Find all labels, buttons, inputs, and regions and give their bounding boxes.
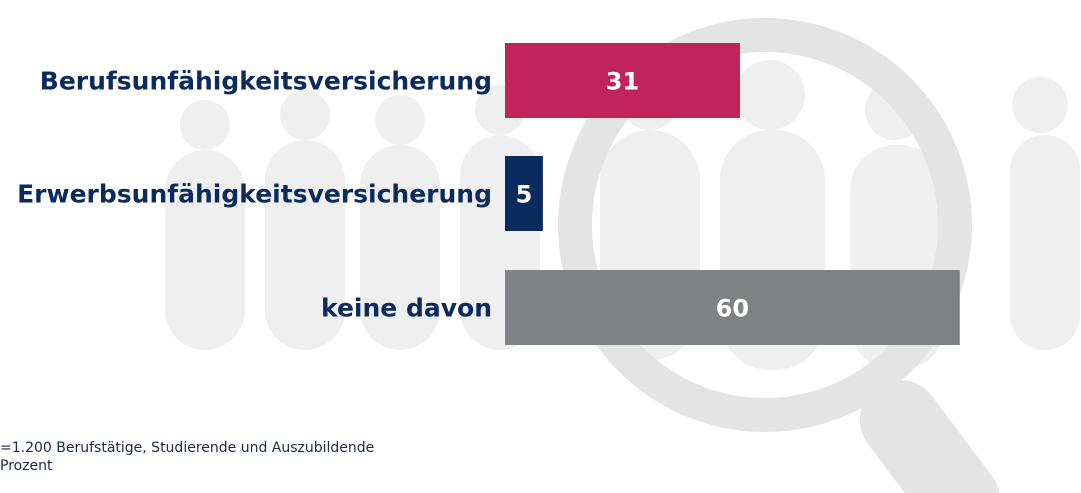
category-label: keine davon: [321, 294, 492, 323]
category-label: Berufsunfähigkeitsversicherung: [40, 67, 492, 96]
value-label: 60: [716, 295, 749, 323]
footnote: Prozent: [0, 458, 53, 474]
bar: [505, 43, 740, 118]
value-label: 31: [606, 68, 639, 96]
category-label: Erwerbsunfähigkeitsversicherung: [17, 180, 492, 209]
bar: [505, 270, 960, 345]
bar: [505, 156, 543, 231]
value-label: 5: [516, 181, 533, 209]
footnote: =1.200 Berufstätige, Studierende und Aus…: [0, 440, 374, 456]
